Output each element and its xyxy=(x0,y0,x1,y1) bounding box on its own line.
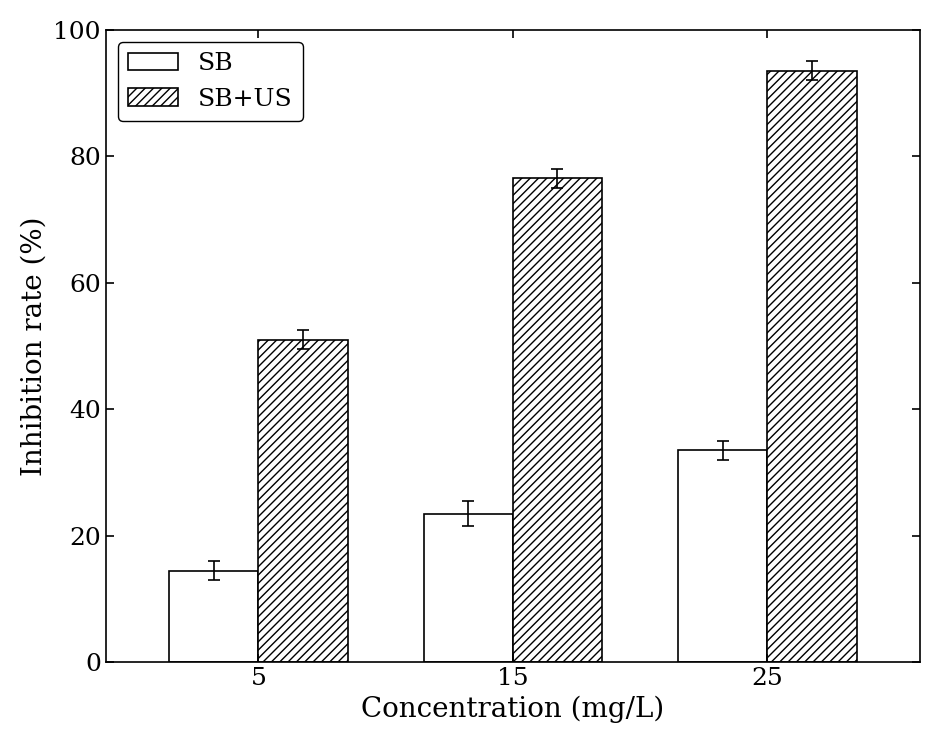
Bar xyxy=(423,514,513,662)
Bar xyxy=(513,179,602,662)
Legend: SB, SB+US: SB, SB+US xyxy=(119,42,303,121)
Bar xyxy=(768,71,856,662)
X-axis label: Concentration (mg/L): Concentration (mg/L) xyxy=(361,696,664,723)
Y-axis label: Inhibition rate (%): Inhibition rate (%) xyxy=(21,217,48,476)
Bar xyxy=(678,450,768,662)
Bar xyxy=(169,571,259,662)
Bar xyxy=(259,340,347,662)
